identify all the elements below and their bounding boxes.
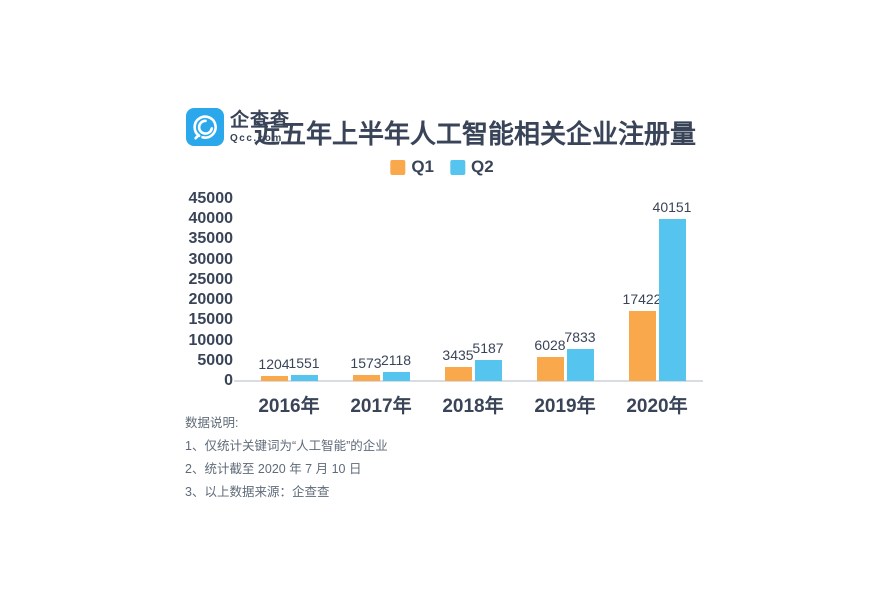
- bar-slot-q1: 17422: [623, 199, 661, 381]
- y-tick-label: 45000: [188, 190, 234, 207]
- y-tick-label: 5000: [197, 351, 233, 369]
- bar-q1-2020年: [628, 310, 656, 381]
- legend-label: Q1: [411, 157, 434, 176]
- bar-slot-q2: 7833: [564, 199, 596, 381]
- note-item: 3、以上数据来源：企查查: [185, 485, 330, 499]
- y-tick-label: 25000: [188, 270, 234, 288]
- bar-value-label: 1204: [258, 356, 290, 373]
- bar-slot-q2: 1551: [288, 199, 320, 381]
- data-notes: 数据说明: 1、仅统计关键词为“人工智能”的企业 2、统计截至 2020 年 7…: [185, 412, 388, 504]
- y-tick-label: 0: [224, 372, 233, 389]
- brand-domain: Qcc.com: [230, 132, 283, 144]
- bar-group-2018年: 3435 5187 2018年: [427, 199, 519, 417]
- legend-label: Q2: [471, 157, 494, 176]
- bar-q2-2017年: [382, 372, 410, 381]
- bar-q1-2016年: [260, 376, 288, 381]
- legend: Q1 Q2: [390, 157, 494, 177]
- bar-value-label: 40151: [652, 198, 692, 215]
- bar-q1-2018年: [444, 367, 472, 381]
- legend-item-q1: Q1: [390, 157, 434, 177]
- bar-q2-2019年: [566, 349, 594, 381]
- bar-value-label: 6028: [534, 336, 566, 353]
- bar-slot-q2: 2118: [380, 199, 412, 381]
- x-category-label: 2017年: [350, 396, 412, 417]
- bar-group-2019年: 6028 7833 2019年: [519, 199, 611, 417]
- qcc-logo: 企查查 Qcc.com: [186, 108, 290, 146]
- bar-value-label: 3435: [442, 347, 474, 364]
- x-category-label: 2019年: [534, 396, 596, 417]
- page-title: 近五年上半年人工智能相关企业注册量: [253, 119, 697, 149]
- note-item: 1、仅统计关键词为“人工智能”的企业: [185, 439, 388, 453]
- bar-slot-q1: 6028: [534, 199, 566, 381]
- y-tick-label: 30000: [188, 250, 234, 268]
- legend-swatch-icon: [390, 159, 406, 175]
- legend-item-q2: Q2: [450, 157, 494, 177]
- bar-value-label: 7833: [564, 329, 596, 346]
- bar-value-label: 17422: [622, 290, 662, 307]
- bar-value-label: 2118: [380, 352, 412, 369]
- bar-slot-q2: 5187: [472, 199, 504, 381]
- bar-group-2017年: 1573 2118 2017年: [335, 199, 427, 417]
- plot-area: 1204 1551 2016年 1573 2118 2017年 3435 5187 2018年 6…: [234, 199, 703, 417]
- brand-text: 企查查 Qcc.com: [230, 111, 290, 144]
- bar-q2-2018年: [474, 360, 502, 381]
- y-tick-label: 20000: [188, 291, 234, 309]
- bar-slot-q2: 40151: [653, 199, 691, 381]
- bar-q2-2016年: [290, 374, 318, 381]
- bar-group-2020年: 17422 40151 2020年: [611, 199, 703, 417]
- bar-value-label: 1551: [288, 354, 320, 371]
- qcc-logo-icon: [186, 108, 224, 146]
- legend-swatch-icon: [450, 159, 465, 175]
- y-tick-label: 35000: [188, 230, 234, 248]
- bar-q2-2020年: [658, 218, 686, 381]
- bar-slot-q1: 3435: [442, 199, 474, 381]
- x-axis-baseline: [234, 380, 703, 382]
- y-tick-label: 40000: [188, 210, 234, 228]
- brand-name: 企查查: [230, 109, 291, 131]
- bar-slot-q1: 1204: [258, 199, 290, 381]
- x-category-label: 2016年: [258, 396, 320, 417]
- y-tick-label: 15000: [188, 311, 234, 329]
- bar-value-label: 1573: [350, 354, 382, 371]
- x-category-label: 2018年: [442, 396, 504, 417]
- bar-value-label: 5187: [472, 340, 504, 356]
- y-axis: 45000 40000 35000 30000 25000 20000 15000 10000…: [183, 190, 234, 389]
- bar-q1-2019年: [536, 356, 564, 381]
- x-category-label: 2020年: [626, 396, 688, 417]
- bar-q1-2017年: [352, 374, 380, 381]
- note-item: 2、统计截至 2020 年 7 月 10 日: [185, 462, 362, 476]
- y-tick-label: 10000: [188, 331, 234, 349]
- notes-heading: 数据说明:: [185, 416, 239, 430]
- bar-slot-q1: 1573: [350, 199, 382, 381]
- bar-group-2016年: 1204 1551 2016年: [243, 199, 335, 417]
